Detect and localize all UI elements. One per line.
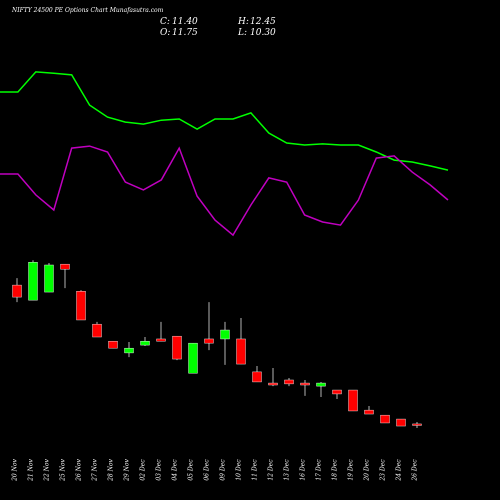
chart-title: NIFTY 24500 PE Options Chart Munafasutra…: [11, 7, 164, 14]
x-tick-label: 04 Dec: [172, 459, 179, 481]
x-tick-label: 24 Dec: [396, 459, 403, 482]
x-tick-label: 09 Dec: [220, 459, 227, 481]
x-tick-label: 18 Dec: [332, 459, 339, 481]
candle-body: [188, 342, 198, 374]
x-tick-label: 26 Dec: [412, 459, 419, 482]
x-tick-label: 29 Nov: [124, 458, 131, 481]
candle-body: [316, 382, 326, 387]
ohlc-label: C:: [160, 17, 170, 27]
ohlc-label: O:: [160, 28, 170, 38]
candle-body: [172, 335, 182, 360]
ohlc-label: H:: [237, 17, 249, 27]
x-tick-label: 11 Dec: [252, 459, 259, 481]
candle-body: [332, 389, 342, 395]
x-tick-label: 17 Dec: [316, 459, 323, 481]
candle-body: [12, 284, 22, 298]
x-tick-label: 02 Dec: [140, 459, 147, 481]
candle-body: [348, 389, 358, 412]
ohlc-value: 12.45: [250, 17, 276, 27]
x-tick-label: 25 Nov: [60, 458, 67, 481]
candle-body: [92, 323, 102, 338]
candle-body: [76, 291, 86, 321]
x-tick-label: 05 Dec: [188, 459, 195, 481]
ohlc-label: L:: [237, 28, 247, 38]
x-tick-label: 13 Dec: [284, 459, 291, 481]
candle-body: [380, 414, 390, 424]
x-tick-label: 22 Nov: [44, 458, 51, 481]
candle-body: [396, 418, 406, 427]
x-tick-label: 03 Dec: [156, 459, 163, 481]
x-tick-label: 21 Nov: [28, 458, 35, 481]
x-tick-label: 20 Nov: [12, 458, 19, 481]
x-tick-label: 23 Dec: [380, 459, 387, 482]
ohlc-value: 11.40: [172, 17, 198, 27]
candle-body: [156, 338, 166, 342]
candle-body: [204, 338, 214, 344]
candle-body: [124, 347, 134, 354]
candle-body: [252, 371, 262, 383]
x-tick-label: 16 Dec: [300, 459, 307, 481]
candle-body: [44, 264, 54, 293]
x-tick-label: 28 Nov: [108, 458, 115, 481]
x-tick-label: 12 Dec: [268, 459, 275, 481]
x-tick-label: 19 Dec: [348, 459, 355, 481]
candle-body: [28, 262, 38, 301]
candle-body: [60, 263, 70, 270]
candle-body: [140, 340, 150, 346]
x-tick-label: 27 Nov: [92, 458, 99, 481]
candle-body: [284, 379, 294, 385]
candle-body: [108, 340, 118, 349]
x-tick-label: 06 Dec: [204, 459, 211, 481]
indicator-line: [0, 71, 449, 171]
ohlc-value: 10.30: [250, 28, 276, 38]
ohlc-value: 11.75: [172, 28, 198, 38]
candle-body: [412, 423, 422, 426]
x-tick-label: 20 Dec: [364, 459, 371, 482]
candle-body: [220, 329, 230, 340]
x-tick-label: 10 Dec: [236, 459, 243, 481]
candle-body: [364, 409, 374, 415]
candle-body: [300, 382, 310, 386]
candle-body: [236, 338, 246, 365]
candle-body: [268, 382, 278, 386]
indicator-line: [0, 145, 449, 237]
x-tick-label: 26 Nov: [76, 458, 83, 481]
